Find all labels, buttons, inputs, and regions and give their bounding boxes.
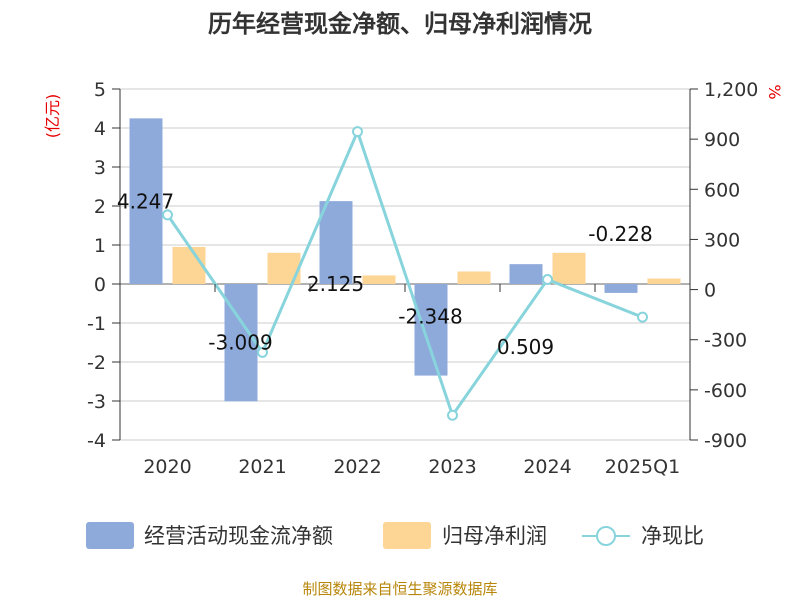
right-tick-label: -600: [704, 380, 747, 402]
left-tick-label: 0: [94, 274, 106, 296]
bar-cashflow: [319, 201, 353, 284]
point-ratio: [162, 209, 173, 221]
x-tick-label: 2024: [523, 456, 571, 478]
bar-cashflow: [604, 284, 638, 293]
x-tick-label: 2021: [238, 456, 286, 478]
left-tick-label: -3: [87, 391, 106, 413]
left-tick-label: 2: [94, 196, 106, 218]
bar-netprofit: [647, 278, 681, 284]
x-tick-label: 2023: [428, 456, 476, 478]
line-ratio: [166, 127, 644, 419]
point-ratio: [542, 274, 553, 286]
left-tick-label: 4: [94, 118, 106, 140]
bar-cashflow: [414, 284, 448, 376]
bar-netprofit: [362, 275, 396, 284]
x-tick-label: 2025Q1: [605, 456, 680, 478]
data-label-cashflow: 0.509: [497, 335, 554, 359]
bar-cashflow: [129, 118, 163, 284]
bar-netprofit: [172, 246, 206, 284]
x-axis: 2020 2021 2022 2023 2024 2025Q1: [119, 284, 680, 478]
left-tick-label: 1: [94, 235, 106, 257]
bar-netprofit: [552, 252, 586, 284]
left-tick-label: 5: [94, 79, 106, 101]
legend-label-cashflow: 经营活动现金流净额: [144, 524, 333, 548]
line-series: [162, 126, 648, 421]
left-tick-label: -1: [87, 313, 106, 335]
source-note: 制图数据来自恒生聚源数据库: [302, 580, 497, 598]
bar-cashflow: [509, 264, 543, 284]
right-tick-label: 900: [704, 129, 740, 151]
data-label-cashflow: 4.247: [117, 189, 174, 213]
data-label-cashflow: 2.125: [307, 272, 364, 296]
right-tick-label: -300: [704, 330, 747, 352]
right-axis-unit: %: [765, 84, 784, 99]
right-axis: -900 -600 -300 0 300 600 900 1,200: [689, 79, 758, 452]
data-label-cashflow: -3.009: [208, 330, 272, 354]
point-ratio: [637, 311, 648, 323]
point-ratio: [447, 409, 458, 421]
bar-series: [129, 118, 681, 402]
right-tick-label: -900: [704, 430, 747, 452]
bar-netprofit: [457, 271, 491, 284]
data-label-cashflow: -0.228: [588, 222, 652, 246]
point-ratio: [257, 346, 268, 358]
chart-title: 历年经营现金净额、归母净利润情况: [208, 10, 592, 38]
data-labels: 4.247 -3.009 2.125 -2.348 0.509 -0.228: [117, 189, 653, 359]
right-tick-label: 600: [704, 179, 740, 201]
data-label-cashflow: -2.348: [398, 305, 462, 329]
right-tick-label: 1,200: [704, 79, 758, 101]
right-tick-label: 0: [704, 280, 716, 302]
legend-label-ratio: 净现比: [641, 524, 704, 548]
legend-swatch-cashflow: [86, 522, 134, 549]
left-axis: -4 -3 -2 -1 0 1 2 3 4 5: [87, 79, 121, 452]
left-axis-unit: (亿元): [43, 94, 62, 139]
legend-label-netprofit: 归母净利润: [442, 524, 547, 548]
left-tick-label: 3: [94, 157, 106, 179]
right-tick-label: 300: [704, 229, 740, 251]
x-tick-label: 2020: [143, 456, 191, 478]
legend-swatch-netprofit: [383, 522, 431, 549]
point-ratio: [352, 126, 363, 138]
legend: 经营活动现金流净额 归母净利润 净现比: [86, 522, 704, 549]
x-tick-label: 2022: [333, 456, 381, 478]
left-tick-label: -2: [87, 352, 106, 374]
legend-marker-ratio: [596, 526, 616, 546]
left-tick-label: -4: [87, 430, 106, 452]
